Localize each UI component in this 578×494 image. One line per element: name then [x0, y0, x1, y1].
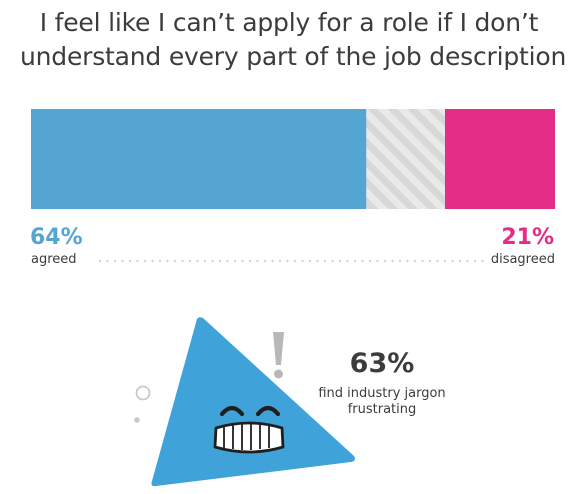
gritted-teeth-icon: [213, 421, 285, 454]
agreed-percentage: 64%: [30, 225, 83, 250]
exclamation-mark-icon: [273, 332, 284, 365]
chart-title-line-1: I feel like I can’t apply for a role if …: [39, 8, 539, 37]
left-eye-icon: [219, 405, 245, 417]
bar-segment-disagreed: [444, 109, 555, 209]
stat-percentage: 63%: [349, 348, 415, 379]
disagreed-percentage: 21%: [501, 225, 554, 250]
stat-description-line-2: frustrating: [347, 402, 417, 417]
stacked-bar-svg: [31, 109, 555, 209]
bar-segment-agreed: [31, 109, 367, 209]
stacked-bar-chart: [31, 109, 555, 209]
chart-title: I feel like I can’t apply for a role if …: [20, 6, 567, 74]
tiny-bubble-icon: [134, 417, 140, 423]
right-eye-icon: [255, 405, 281, 417]
dotted-divider: [98, 259, 488, 263]
small-bubble-icon: [135, 385, 151, 401]
chart-title-line-2: understand every part of the job descrip…: [20, 42, 567, 71]
triangle-shape: [151, 317, 355, 487]
bar-segment-neutral: [366, 109, 445, 209]
frustrated-triangle-icon: [115, 310, 365, 490]
disagreed-label: disagreed: [490, 252, 555, 267]
stat-description: find industry jargon frustrating: [312, 386, 452, 418]
stat-description-line-1: find industry jargon: [318, 386, 446, 401]
agreed-label: agreed: [31, 252, 77, 267]
